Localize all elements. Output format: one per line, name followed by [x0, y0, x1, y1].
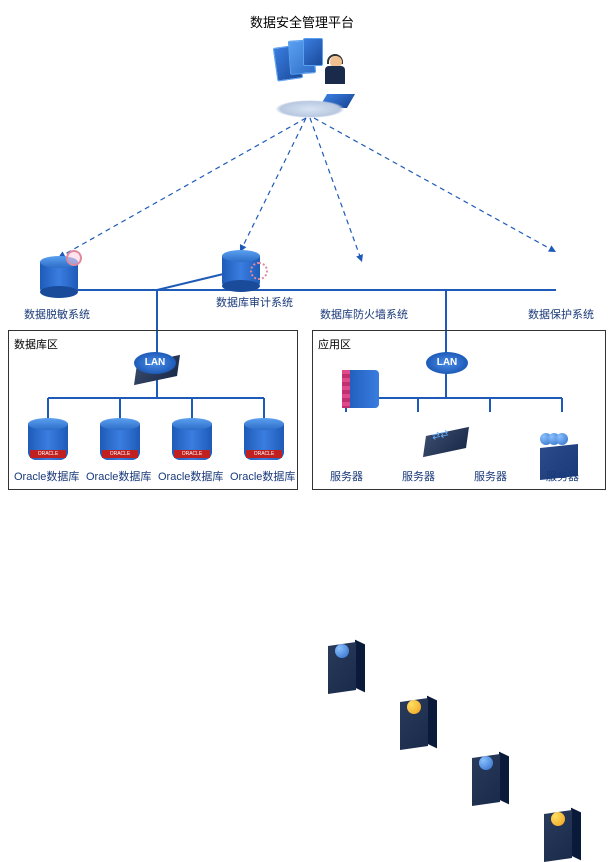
oracle-db-label: Oracle数据库 [230, 468, 295, 484]
protection-label: 数据保护系统 [528, 306, 594, 322]
server-icon [328, 636, 364, 692]
admin-platform-node [265, 38, 355, 118]
server-label: 服务器 [330, 468, 363, 484]
oracle-db-label: Oracle数据库 [14, 468, 79, 484]
server-icon [400, 692, 436, 748]
server-label: 服务器 [474, 468, 507, 484]
oracle-db-icon: ORACLE [172, 418, 212, 462]
oracle-db-label: Oracle数据库 [86, 468, 151, 484]
server-icon [544, 804, 580, 860]
oracle-db-icon: ORACLE [28, 418, 68, 462]
oracle-db-icon: ORACLE [244, 418, 284, 462]
database-zone-label: 数据库区 [14, 336, 58, 352]
oracle-db-label: Oracle数据库 [158, 468, 223, 484]
audit-system-icon [222, 250, 260, 292]
desensitization-label: 数据脱敏系统 [24, 306, 90, 322]
oracle-db-icon: ORACLE [100, 418, 140, 462]
desensitization-system-icon [40, 256, 78, 298]
server-label: 服务器 [546, 468, 579, 484]
firewall-label: 数据库防火墙系统 [320, 306, 408, 322]
app-zone-label: 应用区 [318, 336, 351, 352]
lan-badge-db: LAN [134, 352, 176, 374]
platform-title: 数据安全管理平台 [250, 12, 354, 31]
server-label: 服务器 [402, 468, 435, 484]
lan-badge-app: LAN [426, 352, 468, 374]
server-icon [472, 748, 508, 804]
audit-label: 数据库审计系统 [216, 294, 293, 310]
